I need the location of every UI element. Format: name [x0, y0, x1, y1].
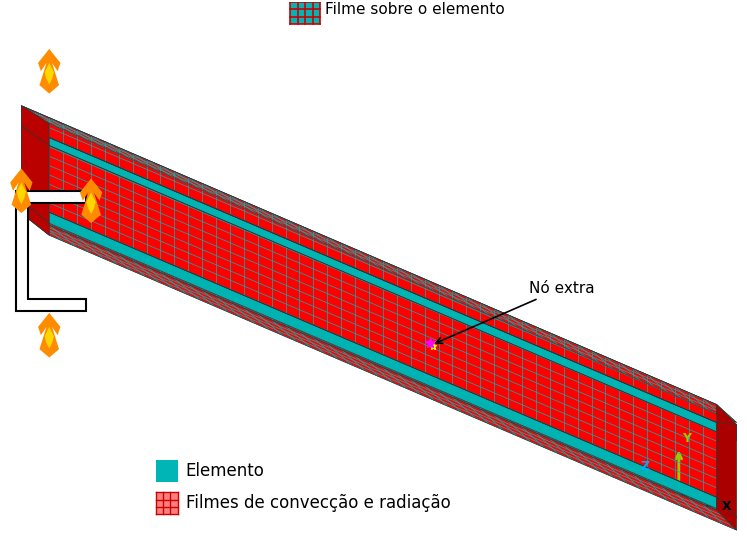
Polygon shape [22, 200, 737, 517]
Bar [156, 460, 178, 482]
Polygon shape [38, 49, 61, 93]
Text: Nó extra: Nó extra [436, 280, 595, 343]
Polygon shape [10, 168, 33, 213]
Polygon shape [716, 497, 737, 530]
Bar [291, 0, 320, 24]
Text: Y: Y [682, 432, 691, 445]
Text: Z: Z [641, 460, 650, 473]
Text: Filme sobre o elemento: Filme sobre o elemento [325, 2, 505, 17]
Polygon shape [716, 422, 737, 517]
Polygon shape [22, 106, 716, 422]
Polygon shape [22, 106, 737, 422]
Text: Filmes de convecção e radiação: Filmes de convecção e radiação [186, 494, 450, 512]
Polygon shape [87, 193, 96, 214]
Polygon shape [22, 200, 716, 510]
Text: Elemento: Elemento [186, 463, 264, 480]
Text: X: X [722, 500, 731, 513]
Polygon shape [45, 327, 54, 348]
Polygon shape [22, 106, 49, 146]
Polygon shape [38, 313, 61, 358]
Polygon shape [22, 126, 716, 497]
Polygon shape [22, 126, 737, 440]
Polygon shape [80, 178, 102, 223]
Polygon shape [22, 126, 737, 440]
Polygon shape [16, 183, 26, 204]
Bar [156, 492, 178, 514]
Polygon shape [16, 192, 86, 311]
Polygon shape [22, 200, 49, 235]
Polygon shape [45, 63, 54, 84]
Polygon shape [22, 213, 737, 530]
Polygon shape [22, 126, 49, 223]
Polygon shape [716, 405, 737, 440]
